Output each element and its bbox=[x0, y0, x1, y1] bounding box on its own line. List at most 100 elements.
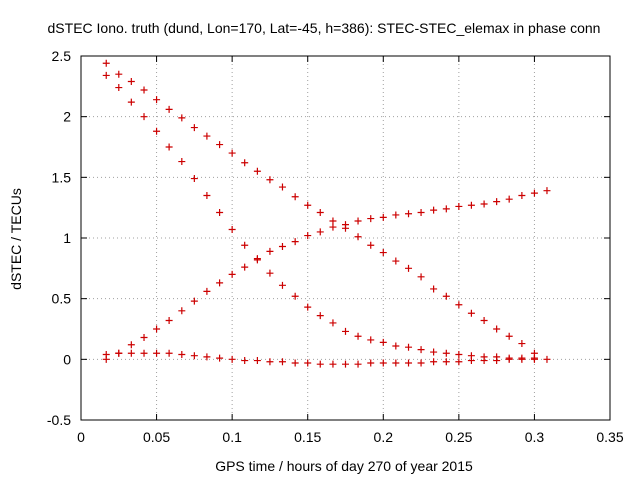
data-point bbox=[392, 257, 400, 265]
x-tick-label: 0.3 bbox=[525, 429, 545, 445]
data-point bbox=[367, 336, 375, 344]
data-point bbox=[153, 349, 161, 357]
data-point bbox=[530, 354, 538, 362]
x-tick-label: 0.25 bbox=[445, 429, 472, 445]
data-point bbox=[467, 201, 475, 209]
data-point bbox=[127, 349, 135, 357]
data-point bbox=[278, 358, 286, 366]
data-point bbox=[228, 355, 236, 363]
data-point bbox=[442, 205, 450, 213]
data-point bbox=[455, 350, 463, 358]
data-point bbox=[354, 233, 362, 241]
x-tick-label: 0.35 bbox=[596, 429, 623, 445]
x-tick-label: 0.2 bbox=[374, 429, 394, 445]
data-point bbox=[354, 360, 362, 368]
data-point bbox=[102, 59, 110, 67]
data-point bbox=[291, 238, 299, 246]
data-point bbox=[417, 359, 425, 367]
y-tick-label: 1 bbox=[63, 230, 71, 246]
data-point bbox=[367, 359, 375, 367]
data-point bbox=[241, 263, 249, 271]
y-tick-labels: -0.5 0 0.5 1 1.5 2 2.5 bbox=[47, 48, 71, 428]
data-point bbox=[417, 273, 425, 281]
data-point bbox=[329, 217, 337, 225]
data-point bbox=[304, 359, 312, 367]
y-tick-label: 2.5 bbox=[52, 48, 72, 64]
data-point bbox=[354, 217, 362, 225]
data-point bbox=[342, 360, 349, 368]
data-point bbox=[543, 355, 551, 363]
data-point bbox=[342, 327, 349, 335]
data-point bbox=[405, 210, 413, 218]
ticks-layer bbox=[80, 55, 611, 421]
data-point bbox=[241, 159, 249, 167]
data-point bbox=[316, 360, 324, 368]
data-point bbox=[467, 309, 475, 317]
data-point bbox=[253, 167, 261, 175]
data-point bbox=[115, 70, 123, 78]
data-point bbox=[165, 349, 173, 357]
data-point bbox=[430, 206, 438, 214]
y-axis-label: dSTEC / TECUs bbox=[8, 188, 24, 290]
data-point bbox=[253, 256, 261, 264]
data-point bbox=[442, 349, 450, 357]
data-point bbox=[266, 358, 274, 366]
data-point bbox=[367, 215, 375, 223]
data-point bbox=[505, 195, 513, 203]
data-point bbox=[480, 200, 488, 208]
y-tick-label: 1.5 bbox=[52, 169, 72, 185]
data-point bbox=[115, 349, 123, 357]
x-tick-labels: 0 0.05 0.1 0.15 0.2 0.25 0.3 0.35 bbox=[77, 429, 624, 445]
chart-title: dSTEC Iono. truth (dund, Lon=170, Lat=-4… bbox=[48, 20, 601, 36]
data-point bbox=[190, 124, 198, 132]
data-point bbox=[278, 183, 286, 191]
data-point bbox=[442, 292, 450, 300]
data-point bbox=[392, 211, 400, 219]
y-tick-label: 0.5 bbox=[52, 291, 72, 307]
data-point bbox=[543, 187, 551, 195]
data-point bbox=[417, 346, 425, 354]
data-point bbox=[342, 221, 349, 229]
data-point bbox=[480, 357, 488, 365]
x-tick-label: 0.1 bbox=[222, 429, 242, 445]
data-point bbox=[367, 241, 375, 249]
data-point bbox=[178, 307, 186, 315]
data-point bbox=[304, 303, 312, 311]
data-point bbox=[329, 319, 337, 327]
data-point bbox=[316, 228, 324, 236]
data-point bbox=[228, 149, 236, 157]
data-point bbox=[190, 352, 198, 360]
data-point bbox=[216, 141, 224, 149]
data-point bbox=[505, 355, 513, 363]
data-point bbox=[480, 317, 488, 325]
data-point bbox=[266, 176, 274, 184]
y-tick-label: 2 bbox=[63, 109, 71, 125]
data-point bbox=[253, 357, 261, 365]
data-point bbox=[442, 358, 450, 366]
data-point bbox=[228, 226, 236, 234]
data-point bbox=[379, 359, 387, 367]
data-point bbox=[228, 270, 236, 278]
data-point bbox=[115, 84, 123, 92]
grid-layer bbox=[81, 56, 610, 420]
series-near-zero bbox=[102, 349, 538, 368]
x-tick-label: 0 bbox=[77, 429, 85, 445]
series-lower-increasing bbox=[102, 187, 551, 363]
data-point bbox=[127, 341, 135, 349]
x-tick-label: 0.05 bbox=[143, 429, 170, 445]
series-mid-decreasing bbox=[102, 71, 538, 363]
data-point bbox=[216, 354, 224, 362]
data-point bbox=[153, 127, 161, 135]
data-point bbox=[379, 213, 387, 221]
data-point bbox=[153, 325, 161, 333]
data-point bbox=[140, 333, 148, 341]
data-point bbox=[278, 242, 286, 250]
data-point bbox=[392, 342, 400, 350]
series-upper-decreasing bbox=[102, 59, 551, 363]
data-points-layer bbox=[102, 59, 551, 368]
x-axis-label: GPS time / hours of day 270 of year 2015 bbox=[215, 458, 473, 474]
data-point bbox=[291, 193, 299, 201]
data-point bbox=[203, 287, 211, 295]
data-point bbox=[493, 357, 501, 365]
